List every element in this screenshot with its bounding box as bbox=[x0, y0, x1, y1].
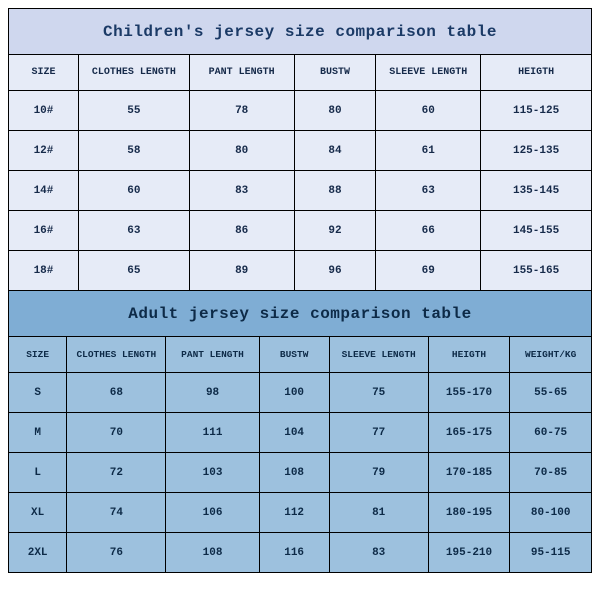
col-sleeve-length: SLEEVE LENGTH bbox=[329, 337, 428, 373]
cell: 10# bbox=[9, 91, 79, 131]
cell: 104 bbox=[259, 413, 329, 453]
cell: 103 bbox=[166, 453, 259, 493]
col-clothes-length: CLOTHES LENGTH bbox=[78, 55, 189, 91]
cell: S bbox=[9, 373, 67, 413]
cell: 84 bbox=[294, 131, 376, 171]
cell: 60 bbox=[78, 171, 189, 211]
cell: 55-65 bbox=[510, 373, 592, 413]
table-row: 14# 60 83 88 63 135-145 bbox=[9, 171, 592, 211]
cell: 79 bbox=[329, 453, 428, 493]
cell: 68 bbox=[67, 373, 166, 413]
cell: 111 bbox=[166, 413, 259, 453]
cell: 165-175 bbox=[428, 413, 510, 453]
cell: M bbox=[9, 413, 67, 453]
children-title-row: Children's jersey size comparison table bbox=[9, 9, 592, 55]
col-height: HEIGTH bbox=[481, 55, 592, 91]
table-row: S 68 98 100 75 155-170 55-65 bbox=[9, 373, 592, 413]
cell: 96 bbox=[294, 251, 376, 291]
cell: 86 bbox=[189, 211, 294, 251]
cell: 170-185 bbox=[428, 453, 510, 493]
table-row: 18# 65 89 96 69 155-165 bbox=[9, 251, 592, 291]
cell: 66 bbox=[376, 211, 481, 251]
cell: 80-100 bbox=[510, 493, 592, 533]
col-pant-length: PANT LENGTH bbox=[166, 337, 259, 373]
cell: 135-145 bbox=[481, 171, 592, 211]
col-weight: WEIGHT/KG bbox=[510, 337, 592, 373]
cell: 100 bbox=[259, 373, 329, 413]
cell: 155-170 bbox=[428, 373, 510, 413]
cell: 70 bbox=[67, 413, 166, 453]
table-row: 12# 58 80 84 61 125-135 bbox=[9, 131, 592, 171]
cell: 83 bbox=[189, 171, 294, 211]
size-tables: Children's jersey size comparison table … bbox=[8, 8, 592, 573]
cell: 89 bbox=[189, 251, 294, 291]
col-height: HEIGTH bbox=[428, 337, 510, 373]
cell: 98 bbox=[166, 373, 259, 413]
cell: 92 bbox=[294, 211, 376, 251]
cell: 112 bbox=[259, 493, 329, 533]
table-row: M 70 111 104 77 165-175 60-75 bbox=[9, 413, 592, 453]
cell: 106 bbox=[166, 493, 259, 533]
adult-title: Adult jersey size comparison table bbox=[9, 291, 592, 337]
cell: 108 bbox=[259, 453, 329, 493]
cell: 108 bbox=[166, 533, 259, 573]
cell: 180-195 bbox=[428, 493, 510, 533]
cell: 77 bbox=[329, 413, 428, 453]
cell: 83 bbox=[329, 533, 428, 573]
children-title: Children's jersey size comparison table bbox=[9, 9, 592, 55]
cell: 65 bbox=[78, 251, 189, 291]
cell: 58 bbox=[78, 131, 189, 171]
cell: 80 bbox=[189, 131, 294, 171]
col-clothes-length: CLOTHES LENGTH bbox=[67, 337, 166, 373]
table-row: 2XL 76 108 116 83 195-210 95-115 bbox=[9, 533, 592, 573]
cell: 60-75 bbox=[510, 413, 592, 453]
cell: 63 bbox=[376, 171, 481, 211]
children-header-row: SIZE CLOTHES LENGTH PANT LENGTH BUSTW SL… bbox=[9, 55, 592, 91]
children-size-table: Children's jersey size comparison table … bbox=[8, 8, 592, 291]
adult-title-row: Adult jersey size comparison table bbox=[9, 291, 592, 337]
cell: 72 bbox=[67, 453, 166, 493]
cell: 81 bbox=[329, 493, 428, 533]
col-size: SIZE bbox=[9, 337, 67, 373]
cell: 14# bbox=[9, 171, 79, 211]
cell: XL bbox=[9, 493, 67, 533]
cell: 78 bbox=[189, 91, 294, 131]
cell: 74 bbox=[67, 493, 166, 533]
col-bust: BUSTW bbox=[294, 55, 376, 91]
cell: 88 bbox=[294, 171, 376, 211]
table-row: L 72 103 108 79 170-185 70-85 bbox=[9, 453, 592, 493]
cell: 63 bbox=[78, 211, 189, 251]
col-pant-length: PANT LENGTH bbox=[189, 55, 294, 91]
cell: 116 bbox=[259, 533, 329, 573]
cell: 95-115 bbox=[510, 533, 592, 573]
cell: 145-155 bbox=[481, 211, 592, 251]
cell: 76 bbox=[67, 533, 166, 573]
cell: 75 bbox=[329, 373, 428, 413]
cell: 18# bbox=[9, 251, 79, 291]
adult-size-table: Adult jersey size comparison table SIZE … bbox=[8, 290, 592, 573]
col-size: SIZE bbox=[9, 55, 79, 91]
table-row: 16# 63 86 92 66 145-155 bbox=[9, 211, 592, 251]
cell: L bbox=[9, 453, 67, 493]
cell: 195-210 bbox=[428, 533, 510, 573]
cell: 125-135 bbox=[481, 131, 592, 171]
cell: 16# bbox=[9, 211, 79, 251]
table-row: 10# 55 78 80 60 115-125 bbox=[9, 91, 592, 131]
cell: 12# bbox=[9, 131, 79, 171]
cell: 155-165 bbox=[481, 251, 592, 291]
col-sleeve-length: SLEEVE LENGTH bbox=[376, 55, 481, 91]
cell: 70-85 bbox=[510, 453, 592, 493]
cell: 115-125 bbox=[481, 91, 592, 131]
cell: 61 bbox=[376, 131, 481, 171]
table-row: XL 74 106 112 81 180-195 80-100 bbox=[9, 493, 592, 533]
cell: 69 bbox=[376, 251, 481, 291]
col-bust: BUSTW bbox=[259, 337, 329, 373]
cell: 55 bbox=[78, 91, 189, 131]
cell: 2XL bbox=[9, 533, 67, 573]
adult-header-row: SIZE CLOTHES LENGTH PANT LENGTH BUSTW SL… bbox=[9, 337, 592, 373]
cell: 60 bbox=[376, 91, 481, 131]
cell: 80 bbox=[294, 91, 376, 131]
